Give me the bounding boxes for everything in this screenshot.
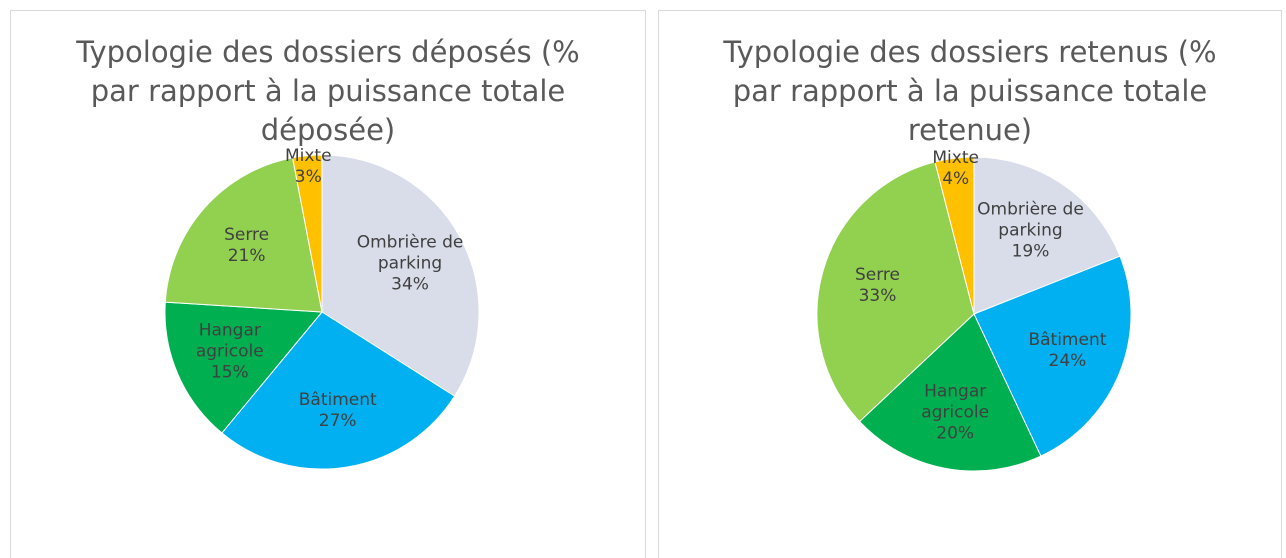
slice-label: Hangar agricole 20% bbox=[899, 381, 1011, 444]
pie bbox=[816, 156, 1132, 472]
pie bbox=[164, 154, 480, 470]
slice-label: Mixte 3% bbox=[252, 146, 364, 188]
category-label: Bâtiment bbox=[1028, 329, 1107, 350]
pie-slice bbox=[973, 156, 1121, 315]
pie-slice bbox=[164, 301, 324, 434]
value-label: 24% bbox=[1048, 350, 1087, 371]
pie-slice bbox=[221, 311, 456, 470]
chart-panel: Typologie des dossiers retenus (% par ra… bbox=[658, 10, 1282, 558]
category-label: Serre bbox=[224, 224, 270, 245]
category-label: Ombrière de parking bbox=[356, 232, 464, 274]
slice-label: Ombrière de parking 19% bbox=[974, 199, 1086, 262]
category-label: Bâtiment bbox=[298, 390, 377, 411]
pie-slice bbox=[934, 156, 975, 315]
chart-panel: Typologie des dossiers déposés (% par ra… bbox=[10, 10, 646, 558]
category-label: Hangar agricole bbox=[195, 320, 264, 362]
category-label: Mixte bbox=[932, 148, 979, 169]
value-label: 33% bbox=[858, 285, 897, 306]
pie-slice bbox=[164, 157, 323, 313]
category-label: Serre bbox=[854, 264, 900, 285]
slice-label: Bâtiment 27% bbox=[282, 390, 394, 432]
value-label: 4% bbox=[942, 169, 970, 190]
slice-label: Hangar agricole 15% bbox=[174, 320, 286, 383]
category-label: Hangar agricole bbox=[921, 381, 990, 423]
value-label: 34% bbox=[391, 274, 429, 295]
category-label: Mixte bbox=[284, 145, 332, 166]
slice-label: Serre 33% bbox=[822, 265, 934, 307]
value-label: 19% bbox=[1011, 241, 1050, 262]
pie-slice bbox=[816, 161, 975, 423]
slice-label: Serre 21% bbox=[191, 225, 303, 267]
pie-slice bbox=[858, 313, 1042, 472]
slice-label: Bâtiment 24% bbox=[1011, 330, 1123, 372]
value-label: 15% bbox=[210, 362, 249, 383]
pie-slice bbox=[291, 154, 323, 313]
value-label: 3% bbox=[294, 166, 322, 187]
pie-slice bbox=[321, 154, 480, 397]
value-label: 21% bbox=[227, 245, 266, 266]
slice-label: Ombrière de parking 34% bbox=[354, 232, 466, 295]
value-label: 20% bbox=[936, 423, 975, 444]
chart-title: Typologie des dossiers déposés (% par ra… bbox=[76, 35, 580, 147]
category-label: Ombrière de parking bbox=[977, 199, 1084, 241]
chart-title: Typologie des dossiers retenus (% par ra… bbox=[723, 35, 1217, 147]
value-label: 27% bbox=[318, 411, 357, 432]
slice-label: Mixte 4% bbox=[900, 148, 1012, 190]
pie-slice bbox=[973, 255, 1132, 457]
